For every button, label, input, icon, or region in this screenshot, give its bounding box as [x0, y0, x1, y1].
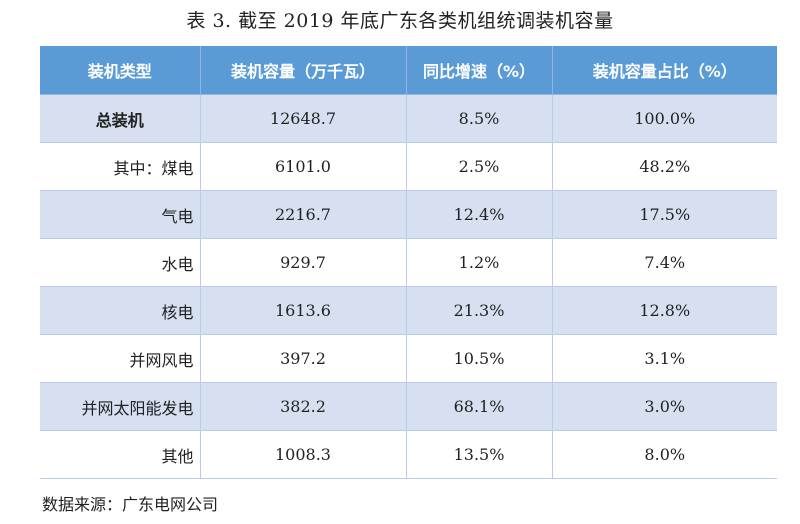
header-share: 装机容量占比（%）	[552, 46, 777, 95]
cell-type: 核电	[40, 286, 201, 335]
table-row: 核电 1613.6 21.3% 12.8%	[40, 286, 777, 335]
cell-growth: 68.1%	[406, 382, 553, 431]
cell-capacity: 2216.7	[200, 190, 407, 239]
cell-type: 并网风电	[40, 334, 201, 383]
cell-capacity: 1613.6	[200, 286, 407, 335]
cell-growth: 12.4%	[406, 190, 553, 239]
cell-capacity: 6101.0	[200, 142, 407, 191]
cell-growth: 21.3%	[406, 286, 553, 335]
header-row: 装机类型 装机容量（万千瓦） 同比增速（%） 装机容量占比（%）	[40, 46, 777, 95]
cell-type: 气电	[40, 190, 201, 239]
header-growth: 同比增速（%）	[406, 46, 553, 95]
table-row: 气电 2216.7 12.4% 17.5%	[40, 190, 777, 239]
cell-capacity: 12648.7	[200, 94, 407, 143]
cell-share: 3.1%	[552, 334, 777, 383]
cell-growth: 1.2%	[406, 238, 553, 287]
cell-type: 总装机	[40, 94, 201, 143]
data-source-note: 数据来源：广东电网公司	[42, 495, 219, 514]
cell-share: 48.2%	[552, 142, 777, 191]
cell-share: 12.8%	[552, 286, 777, 335]
cell-growth: 8.5%	[406, 94, 553, 143]
cell-share: 3.0%	[552, 382, 777, 431]
table-row: 其他 1008.3 13.5% 8.0%	[40, 430, 777, 479]
cell-capacity: 929.7	[200, 238, 407, 287]
table-row: 水电 929.7 1.2% 7.4%	[40, 238, 777, 287]
table-row: 并网太阳能发电 382.2 68.1% 3.0%	[40, 382, 777, 431]
cell-type: 水电	[40, 238, 201, 287]
cell-type: 其中：煤电	[40, 142, 201, 191]
cell-share: 100.0%	[552, 94, 777, 143]
cell-type: 其他	[40, 430, 201, 479]
capacity-table: 装机类型 装机容量（万千瓦） 同比增速（%） 装机容量占比（%） 总装机 126…	[40, 46, 777, 479]
cell-growth: 2.5%	[406, 142, 553, 191]
table-row: 总装机 12648.7 8.5% 100.0%	[40, 94, 777, 143]
header-type: 装机类型	[40, 46, 201, 95]
cell-capacity: 382.2	[200, 382, 407, 431]
table-row: 其中：煤电 6101.0 2.5% 48.2%	[40, 142, 777, 191]
cell-capacity: 1008.3	[200, 430, 407, 479]
table-caption: 表 3. 截至 2019 年底广东各类机组统调装机容量	[186, 10, 614, 32]
header-capacity: 装机容量（万千瓦）	[200, 46, 407, 95]
cell-growth: 10.5%	[406, 334, 553, 383]
table-row: 并网风电 397.2 10.5% 3.1%	[40, 334, 777, 383]
cell-share: 7.4%	[552, 238, 777, 287]
cell-share: 8.0%	[552, 430, 777, 479]
cell-share: 17.5%	[552, 190, 777, 239]
cell-type: 并网太阳能发电	[40, 382, 201, 431]
cell-capacity: 397.2	[200, 334, 407, 383]
cell-growth: 13.5%	[406, 430, 553, 479]
